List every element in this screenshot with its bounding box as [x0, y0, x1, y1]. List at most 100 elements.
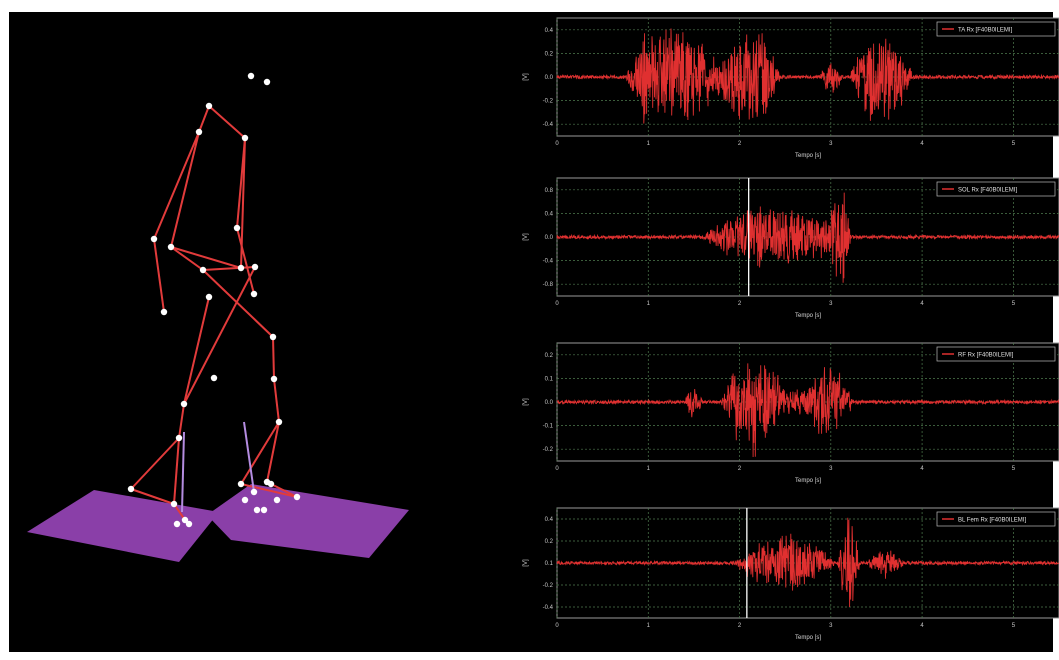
- x-tick-label: 3: [829, 301, 833, 307]
- y-tick-label: 0.1: [545, 376, 554, 382]
- x-tick-label: 5: [1012, 466, 1016, 472]
- x-axis-label: Tempo [s]: [795, 313, 821, 319]
- x-tick-label: 4: [920, 301, 924, 307]
- marker-dot-icon[interactable]: [127, 485, 135, 493]
- skeleton-segment: [266, 421, 280, 483]
- emg-signal-line: [556, 192, 1059, 283]
- marker-dot-icon[interactable]: [170, 500, 178, 508]
- marker-dot-icon[interactable]: [175, 434, 183, 442]
- marker-dot-icon[interactable]: [167, 243, 175, 251]
- emg-chart-ta: 0.4 0.2 0.0 -0.2 -0.4 0 1 2 3 4 5 [V] Tempo [s] TA Rx…: [523, 17, 1059, 159]
- x-axis-label: Tempo [s]: [795, 153, 821, 159]
- marker-dot-icon[interactable]: [233, 224, 241, 232]
- emg-signal-line: [556, 28, 1059, 124]
- emg-panel-bl[interactable]: 0.4 0.2 0.1 -0.2 -0.4 0 1 2 3 4 5 [V] Tempo [s] BL Fe…: [519, 502, 1059, 660]
- x-tick-label: 2: [738, 466, 742, 472]
- emg-signal-line: [556, 517, 1059, 608]
- emg-chart-sol: 0.8 0.4 0.0 -0.4 -0.8 0 1 2 3 4 5 [V] Tempo [s] SOL R…: [523, 177, 1059, 319]
- y-axis-label: [V]: [523, 233, 529, 241]
- marker-dot-icon[interactable]: [251, 263, 259, 271]
- y-tick-label: -0.4: [543, 122, 554, 128]
- skeleton-view[interactable]: [9, 12, 509, 652]
- marker-dot-icon[interactable]: [210, 374, 218, 382]
- marker-dot-icon[interactable]: [199, 266, 207, 274]
- legend-label: TA Rx [F40B0ILEMI]: [958, 28, 1013, 34]
- skeleton-segment: [240, 137, 246, 269]
- y-axis-label: [V]: [523, 398, 529, 406]
- skeleton-segment: [173, 503, 186, 521]
- marker-dot-icon[interactable]: [237, 264, 245, 272]
- marker-dot-icon[interactable]: [263, 478, 271, 486]
- skeleton-segment: [178, 403, 185, 439]
- marker-dot-icon[interactable]: [241, 134, 249, 142]
- marker-dot-icon[interactable]: [185, 520, 193, 528]
- skeleton-segment: [202, 266, 256, 271]
- legend-box: [936, 181, 1056, 197]
- x-axis-label: Tempo [s]: [795, 635, 821, 641]
- marker-dot-icon[interactable]: [205, 102, 213, 110]
- marker-dot-icon[interactable]: [260, 506, 268, 514]
- marker-dot-icon[interactable]: [181, 516, 189, 524]
- skeleton-segment: [208, 105, 246, 139]
- skeleton-segment: [240, 421, 280, 485]
- marker-dot-icon[interactable]: [273, 496, 281, 504]
- y-tick-label: 0.2: [545, 539, 554, 545]
- x-tick-label: 5: [1012, 623, 1016, 629]
- x-tick-label: 0: [555, 623, 559, 629]
- skeleton-markers[interactable]: [127, 72, 301, 528]
- y-tick-label: 0.4: [545, 211, 554, 217]
- y-axis-label: [V]: [523, 559, 529, 567]
- force-vector-right: [243, 421, 255, 493]
- marker-dot-icon[interactable]: [195, 128, 203, 136]
- marker-dot-icon[interactable]: [275, 418, 283, 426]
- skeleton-segments: [130, 105, 298, 521]
- y-tick-label: 0.0: [545, 75, 554, 81]
- marker-dot-icon[interactable]: [237, 480, 245, 488]
- marker-dot-icon[interactable]: [247, 72, 255, 80]
- x-tick-label: 2: [738, 623, 742, 629]
- marker-dot-icon[interactable]: [150, 235, 158, 243]
- marker-dot-icon[interactable]: [205, 293, 213, 301]
- skeleton-segment: [272, 336, 275, 380]
- x-tick-label: 5: [1012, 141, 1016, 147]
- marker-dot-icon[interactable]: [160, 308, 168, 316]
- force-plate-right: [207, 484, 409, 558]
- y-tick-label: 0.2: [545, 353, 554, 359]
- y-tick-label: 0.0: [545, 400, 554, 406]
- marker-dot-icon[interactable]: [293, 493, 301, 501]
- x-tick-label: 3: [829, 623, 833, 629]
- legend-label: SOL Rx [F40B0ILEMI]: [958, 188, 1017, 194]
- marker-dot-icon[interactable]: [173, 520, 181, 528]
- x-axis-label: Tempo [s]: [795, 478, 821, 484]
- emg-panel-sol[interactable]: 0.8 0.4 0.0 -0.4 -0.8 0 1 2 3 4 5 [V] Tempo [s] SOL R…: [519, 172, 1059, 330]
- force-vectors: [181, 421, 255, 513]
- x-tick-label: 2: [738, 301, 742, 307]
- skeleton-segment: [202, 269, 274, 338]
- marker-dot-icon[interactable]: [263, 78, 271, 86]
- emg-panel-rf[interactable]: 0.2 0.1 0.0 -0.1 -0.2 0 1 2 3 4 5 [V] Tempo [s] RF Rx…: [519, 337, 1059, 495]
- x-tick-label: 5: [1012, 301, 1016, 307]
- motion-capture-viewport[interactable]: 0.4 0.2 0.0 -0.2 -0.4 0 1 2 3 4 5 [V] Tempo [s] TA Rx…: [9, 12, 1059, 652]
- skeleton-segment: [170, 246, 242, 269]
- marker-dot-icon[interactable]: [253, 506, 261, 514]
- y-tick-label: 0.4: [545, 28, 554, 34]
- marker-dot-icon[interactable]: [250, 290, 258, 298]
- marker-dot-icon[interactable]: [180, 400, 188, 408]
- y-tick-label: -0.2: [543, 99, 554, 105]
- y-tick-label: -0.4: [543, 259, 554, 265]
- skeleton-segment: [153, 238, 165, 313]
- x-tick-label: 3: [829, 141, 833, 147]
- force-plate-left: [27, 490, 219, 562]
- marker-dot-icon[interactable]: [241, 496, 249, 504]
- emg-chart-rf: 0.2 0.1 0.0 -0.1 -0.2 0 1 2 3 4 5 [V] Tempo [s] RF Rx…: [523, 342, 1059, 484]
- skeleton-segment: [170, 131, 200, 248]
- legend-label: RF Rx [F40B0ILEMI]: [958, 353, 1014, 359]
- y-axis-label: [V]: [523, 73, 529, 81]
- marker-dot-icon[interactable]: [269, 333, 277, 341]
- emg-panel-ta[interactable]: 0.4 0.2 0.0 -0.2 -0.4 0 1 2 3 4 5 [V] Tempo [s] TA Rx…: [519, 12, 1059, 170]
- marker-dot-icon[interactable]: [270, 375, 278, 383]
- force-vector-left: [181, 431, 185, 513]
- marker-dot-icon[interactable]: [250, 488, 258, 496]
- y-tick-label: -0.8: [543, 282, 554, 288]
- skeleton-segment: [153, 131, 200, 240]
